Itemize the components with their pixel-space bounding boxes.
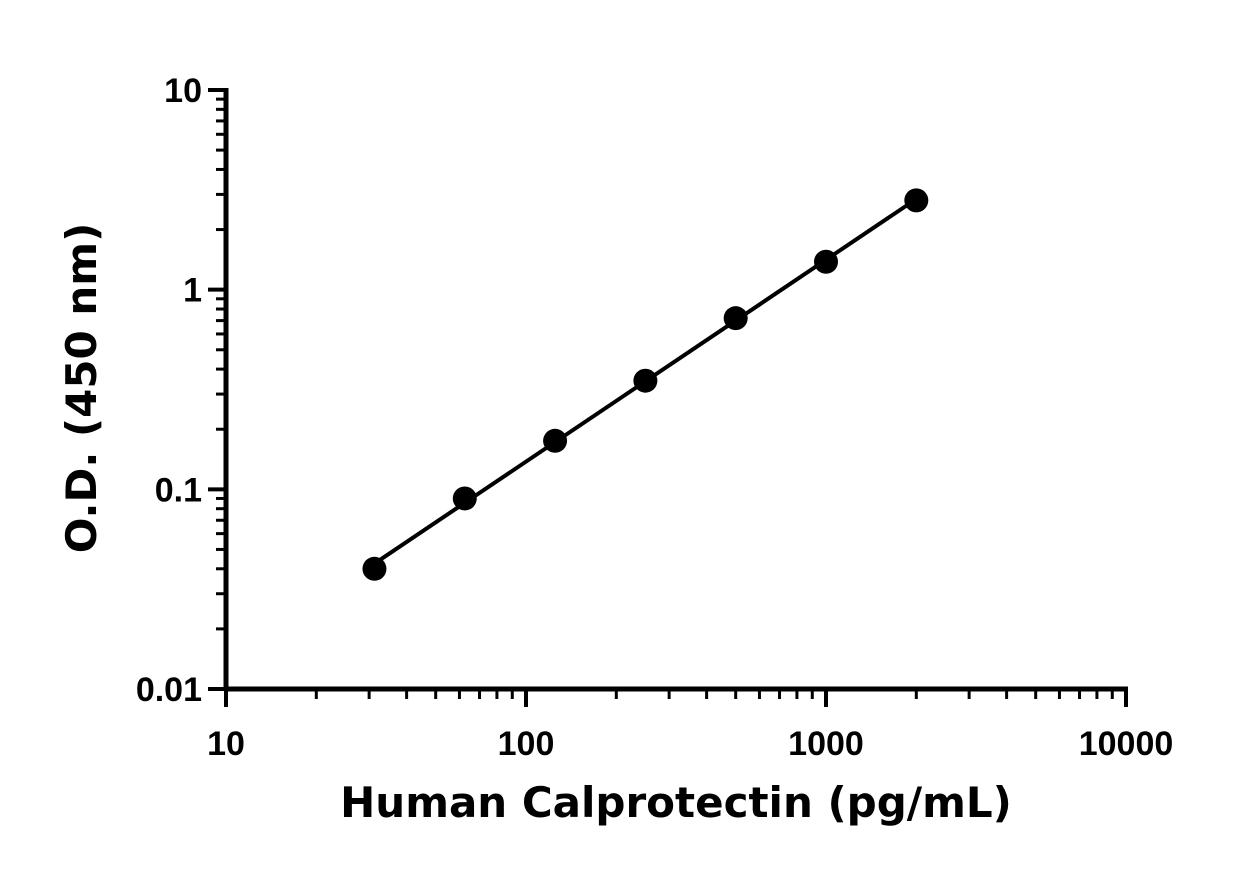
data-point: [362, 556, 387, 581]
data-point: [543, 428, 568, 453]
x-tick-label: 10: [207, 725, 245, 763]
data-point: [904, 188, 929, 213]
y-tick-label: 1: [183, 272, 202, 310]
x-tick-label: 10000: [1079, 725, 1174, 763]
x-axis-title: Human Calprotectin (pg/mL): [340, 778, 1012, 827]
data-point: [452, 486, 477, 511]
data-points: [362, 188, 929, 581]
y-axis-title: O.D. (450 nm): [57, 223, 106, 554]
y-axis-ticks: 0.01 0.1 1 10: [136, 72, 226, 709]
data-point: [633, 368, 658, 393]
axes: [223, 88, 1128, 692]
y-tick-label: 0.01: [136, 671, 202, 709]
y-tick-label: 0.1: [155, 471, 202, 509]
data-point: [723, 306, 748, 331]
data-point: [814, 249, 838, 274]
y-tick-label: 10: [164, 72, 202, 110]
x-tick-label: 100: [498, 725, 555, 763]
x-tick-label: 1000: [788, 725, 864, 763]
x-axis-ticks: 10 100 1000 10000: [207, 689, 1173, 763]
